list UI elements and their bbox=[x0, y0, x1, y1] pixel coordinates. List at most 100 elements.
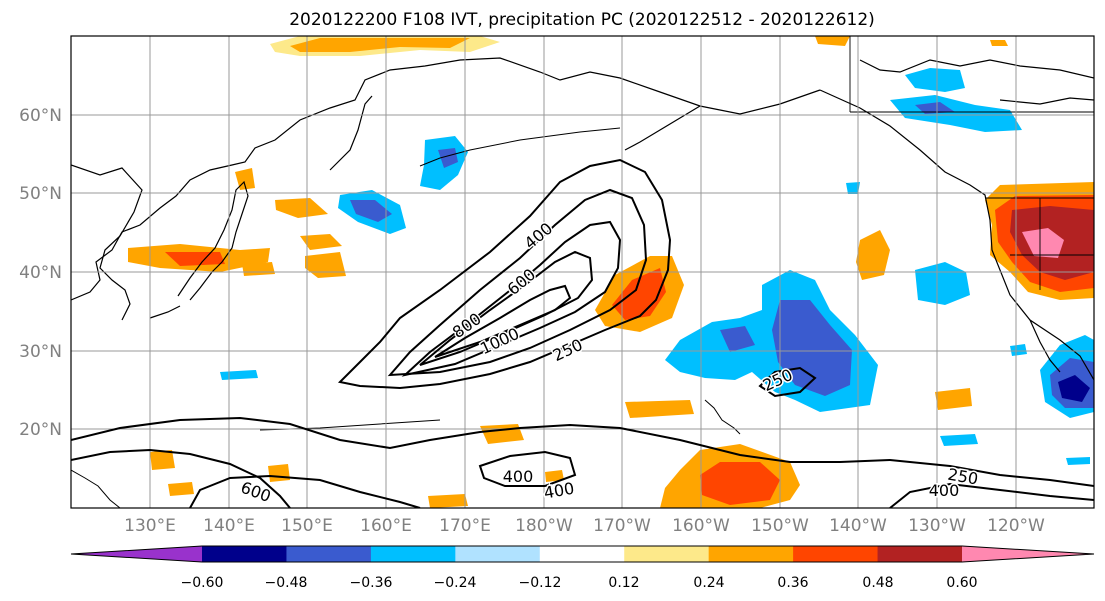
precip-negative-patch bbox=[915, 102, 955, 114]
coastlines bbox=[71, 57, 1094, 381]
colorbar-tick-label: 0.36 bbox=[777, 575, 808, 591]
colorbar-extend-low bbox=[71, 546, 202, 562]
lat-label: 20°N bbox=[19, 420, 62, 440]
contour-label: 400 bbox=[929, 481, 960, 500]
lon-label: 130°W bbox=[908, 516, 966, 536]
longitude-labels: 130°E 140°E 150°E 160°E 170°E 180°W 170°… bbox=[124, 516, 1045, 536]
precip-positive-patch bbox=[150, 450, 175, 470]
ivt-contour-south bbox=[71, 416, 1094, 487]
lat-label: 50°N bbox=[19, 184, 62, 204]
colorbar-tick-label: −0.48 bbox=[265, 575, 308, 591]
gridlines bbox=[71, 36, 1094, 508]
colorbar-tick-label: −0.12 bbox=[519, 575, 562, 591]
latitude-labels: 60°N 50°N 40°N 30°N 20°N bbox=[19, 106, 62, 440]
lon-label: 140°E bbox=[203, 516, 255, 536]
colorbar-tick-label: 0.48 bbox=[862, 575, 893, 591]
precip-negative-patch bbox=[772, 300, 852, 396]
precip-shading bbox=[128, 36, 1094, 508]
lon-label: 140°W bbox=[829, 516, 887, 536]
colorbar-segment bbox=[539, 546, 625, 562]
ivt-contour-800 bbox=[419, 250, 594, 366]
alaska-coastline bbox=[819, 89, 1094, 381]
precip-negative-patch bbox=[905, 68, 965, 92]
precip-positive-patch bbox=[235, 168, 255, 190]
precip-positive-patch bbox=[700, 462, 780, 505]
map-frame bbox=[70, 35, 1095, 509]
precip-positive-patch bbox=[275, 198, 328, 218]
precip-positive-patch bbox=[545, 470, 564, 482]
lon-label: 130°E bbox=[124, 516, 176, 536]
figure-title: 2020122200 F108 IVT, precipitation PC (2… bbox=[289, 10, 875, 30]
lon-label: 160°E bbox=[360, 516, 412, 536]
colorbar-tick-label: 0.60 bbox=[946, 575, 977, 591]
hawaii-islands bbox=[704, 399, 741, 435]
precip-negative-patch bbox=[915, 262, 970, 305]
precip-positive-patch bbox=[165, 252, 225, 266]
ivt-contour-south bbox=[189, 474, 421, 508]
colorbar-segment bbox=[286, 546, 372, 562]
contour-label: 400 bbox=[503, 467, 534, 486]
precip-positive-patch bbox=[1022, 228, 1064, 258]
lon-label: 150°E bbox=[281, 516, 333, 536]
precip-positive-patch bbox=[990, 40, 1008, 46]
precip-negative-patch bbox=[846, 182, 860, 194]
colorbar-tick-label: 0.24 bbox=[693, 575, 724, 591]
lon-label: 160°W bbox=[672, 516, 730, 536]
lon-label: 170°W bbox=[593, 516, 651, 536]
colorbar-tick-label: −0.24 bbox=[434, 575, 477, 591]
ivt-contour-south bbox=[71, 448, 291, 508]
precip-negative-patch bbox=[940, 434, 978, 446]
precip-positive-patch bbox=[300, 234, 342, 250]
japan-coastline bbox=[177, 180, 249, 301]
colorbar-outline bbox=[70, 545, 1095, 563]
lon-label: 120°W bbox=[987, 516, 1045, 536]
ivt-contour-south bbox=[478, 450, 577, 487]
lat-label: 30°N bbox=[19, 342, 62, 362]
borders bbox=[849, 36, 1094, 290]
ivt-contour-400 bbox=[387, 188, 648, 377]
lat-label: 40°N bbox=[19, 263, 62, 283]
precip-positive-patch bbox=[428, 494, 468, 508]
lon-label: 170°E bbox=[439, 516, 491, 536]
precip-negative-patch bbox=[350, 200, 392, 222]
colorbar-tick-label: 0.12 bbox=[608, 575, 639, 591]
precip-negative-patch bbox=[1058, 375, 1090, 402]
colorbar-tick-labels: −0.60 −0.48 −0.36 −0.24 −0.12 0.12 0.24 … bbox=[181, 575, 978, 591]
colorbar-segment bbox=[793, 546, 879, 562]
precip-positive-patch bbox=[290, 38, 470, 52]
alaska-coastline bbox=[624, 105, 701, 151]
ivt-contour-600 bbox=[401, 220, 622, 377]
philippines-coastline bbox=[71, 469, 121, 508]
map-area: 400 600 800 1000 250 250 400 400 600 250… bbox=[71, 36, 1094, 508]
colorbar-tick-label: −0.60 bbox=[181, 575, 224, 591]
colorbar-segment bbox=[877, 546, 963, 562]
japan-coastline bbox=[149, 305, 181, 319]
precip-positive-patch bbox=[168, 482, 194, 496]
ivt-contour-south bbox=[889, 482, 1094, 508]
precip-positive-patch bbox=[625, 400, 694, 418]
precip-positive-patch bbox=[935, 388, 972, 410]
colorbar-segment bbox=[202, 546, 287, 562]
aleutian-islands bbox=[419, 127, 621, 167]
lat-label: 60°N bbox=[19, 106, 62, 126]
colorbar-segment bbox=[708, 546, 794, 562]
colorbar-segment bbox=[624, 546, 710, 562]
precip-positive-patch bbox=[612, 268, 666, 320]
lon-label: 180°W bbox=[515, 516, 573, 536]
northern-coastline bbox=[999, 97, 1094, 105]
northern-coastline bbox=[859, 59, 1094, 79]
precip-negative-patch bbox=[1010, 344, 1027, 356]
colorbar-tick-label: −0.36 bbox=[350, 575, 393, 591]
precip-negative-patch bbox=[438, 148, 458, 168]
precip-positive-patch bbox=[856, 230, 890, 280]
asia-coastline bbox=[71, 57, 821, 301]
kamchatka-coastline bbox=[329, 95, 373, 171]
ivt-contour-250 bbox=[337, 158, 672, 390]
colorbar-segment bbox=[370, 546, 456, 562]
precip-negative-patch bbox=[1066, 457, 1090, 465]
lon-label: 150°W bbox=[751, 516, 809, 536]
precip-negative-patch bbox=[720, 326, 755, 352]
colorbar-extend-high bbox=[962, 546, 1094, 562]
colorbar-segment bbox=[455, 546, 541, 562]
